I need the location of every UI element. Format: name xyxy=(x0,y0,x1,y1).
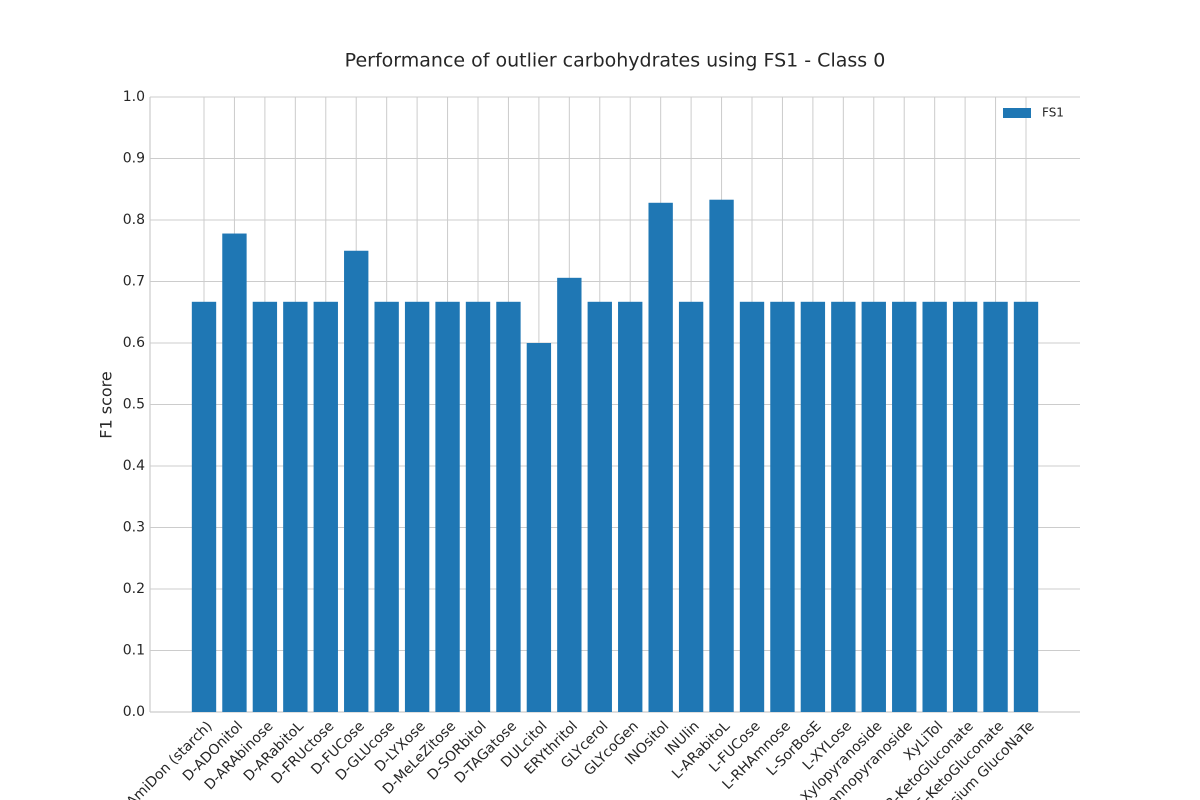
bar xyxy=(435,301,460,712)
bar xyxy=(739,301,765,712)
bar xyxy=(709,199,734,712)
bar xyxy=(344,250,369,712)
bar xyxy=(800,301,826,712)
y-tick-label: 1.0 xyxy=(123,89,145,105)
y-tick-label: 0.4 xyxy=(123,458,145,474)
y-tick-label: 0.3 xyxy=(123,520,145,536)
bar xyxy=(191,301,217,712)
bar xyxy=(283,301,308,712)
bar xyxy=(496,301,521,712)
bar xyxy=(222,233,247,712)
legend-swatch xyxy=(1003,108,1031,118)
y-tick-label: 0.5 xyxy=(123,397,145,413)
y-tick-label: 0.7 xyxy=(123,274,145,290)
bar xyxy=(983,301,1008,712)
legend-label: FS1 xyxy=(1042,106,1064,120)
bar xyxy=(587,301,612,712)
bar xyxy=(618,301,643,712)
bar xyxy=(557,277,582,712)
bar xyxy=(770,301,795,712)
chart-title: Performance of outlier carbohydrates usi… xyxy=(345,50,886,72)
bar xyxy=(313,301,338,712)
y-tick-label: 0.2 xyxy=(123,581,145,597)
y-axis-label: F1 score xyxy=(97,371,116,438)
bar xyxy=(678,301,704,712)
bar xyxy=(526,343,552,712)
bar xyxy=(404,301,430,712)
y-tick-label: 0.8 xyxy=(123,212,145,228)
bar xyxy=(892,301,917,712)
y-tick-label: 0.1 xyxy=(123,643,145,659)
bar xyxy=(952,301,978,712)
y-tick-label: 0.9 xyxy=(123,151,145,167)
bar xyxy=(1013,301,1039,712)
bar xyxy=(648,202,673,712)
bar xyxy=(831,301,856,712)
bar xyxy=(252,301,278,712)
bar xyxy=(374,301,399,712)
bar xyxy=(465,301,491,712)
bar xyxy=(922,301,947,712)
bar xyxy=(861,301,886,712)
y-tick-label: 0.6 xyxy=(123,335,145,351)
y-tick-label: 0.0 xyxy=(123,704,145,720)
